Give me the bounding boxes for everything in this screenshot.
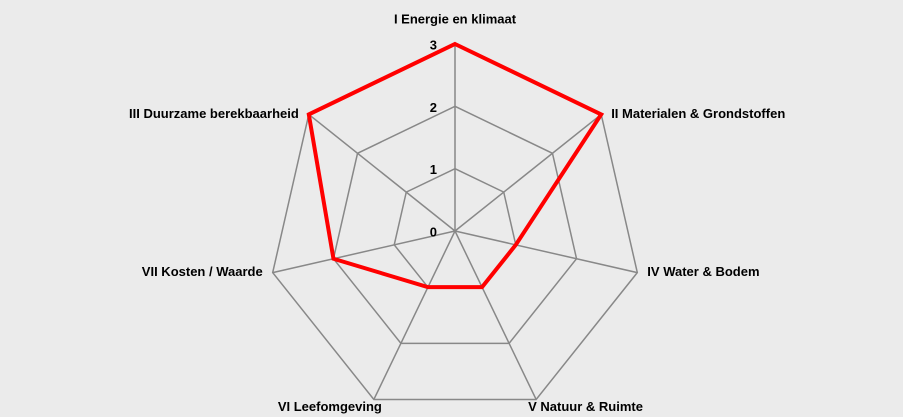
tick-label: 3 (430, 37, 437, 52)
category-label: II Materialen & Grondstoffen (611, 106, 785, 121)
category-label: IV Water & Bodem (647, 264, 759, 279)
axis-spoke (454, 113, 602, 232)
tick-label: 2 (430, 100, 437, 115)
category-label: VI Leefomgeving (278, 399, 382, 414)
axis-spoke (454, 230, 638, 274)
data-line (306, 41, 605, 290)
grid-ring (271, 43, 639, 401)
axis-spoke (272, 230, 456, 274)
category-label: III Duurzame berekbaarheid (129, 106, 299, 121)
axis-spoke (308, 113, 456, 232)
tick-label: 0 (430, 224, 437, 239)
category-label: VII Kosten / Waarde (142, 264, 263, 279)
grid-ring (332, 105, 578, 345)
category-label: I Energie en klimaat (394, 11, 517, 26)
category-label: V Natuur & Ruimte (528, 399, 643, 414)
axis-spoke (373, 230, 456, 400)
tick-label: 1 (430, 162, 437, 177)
axis-spoke (454, 230, 537, 400)
